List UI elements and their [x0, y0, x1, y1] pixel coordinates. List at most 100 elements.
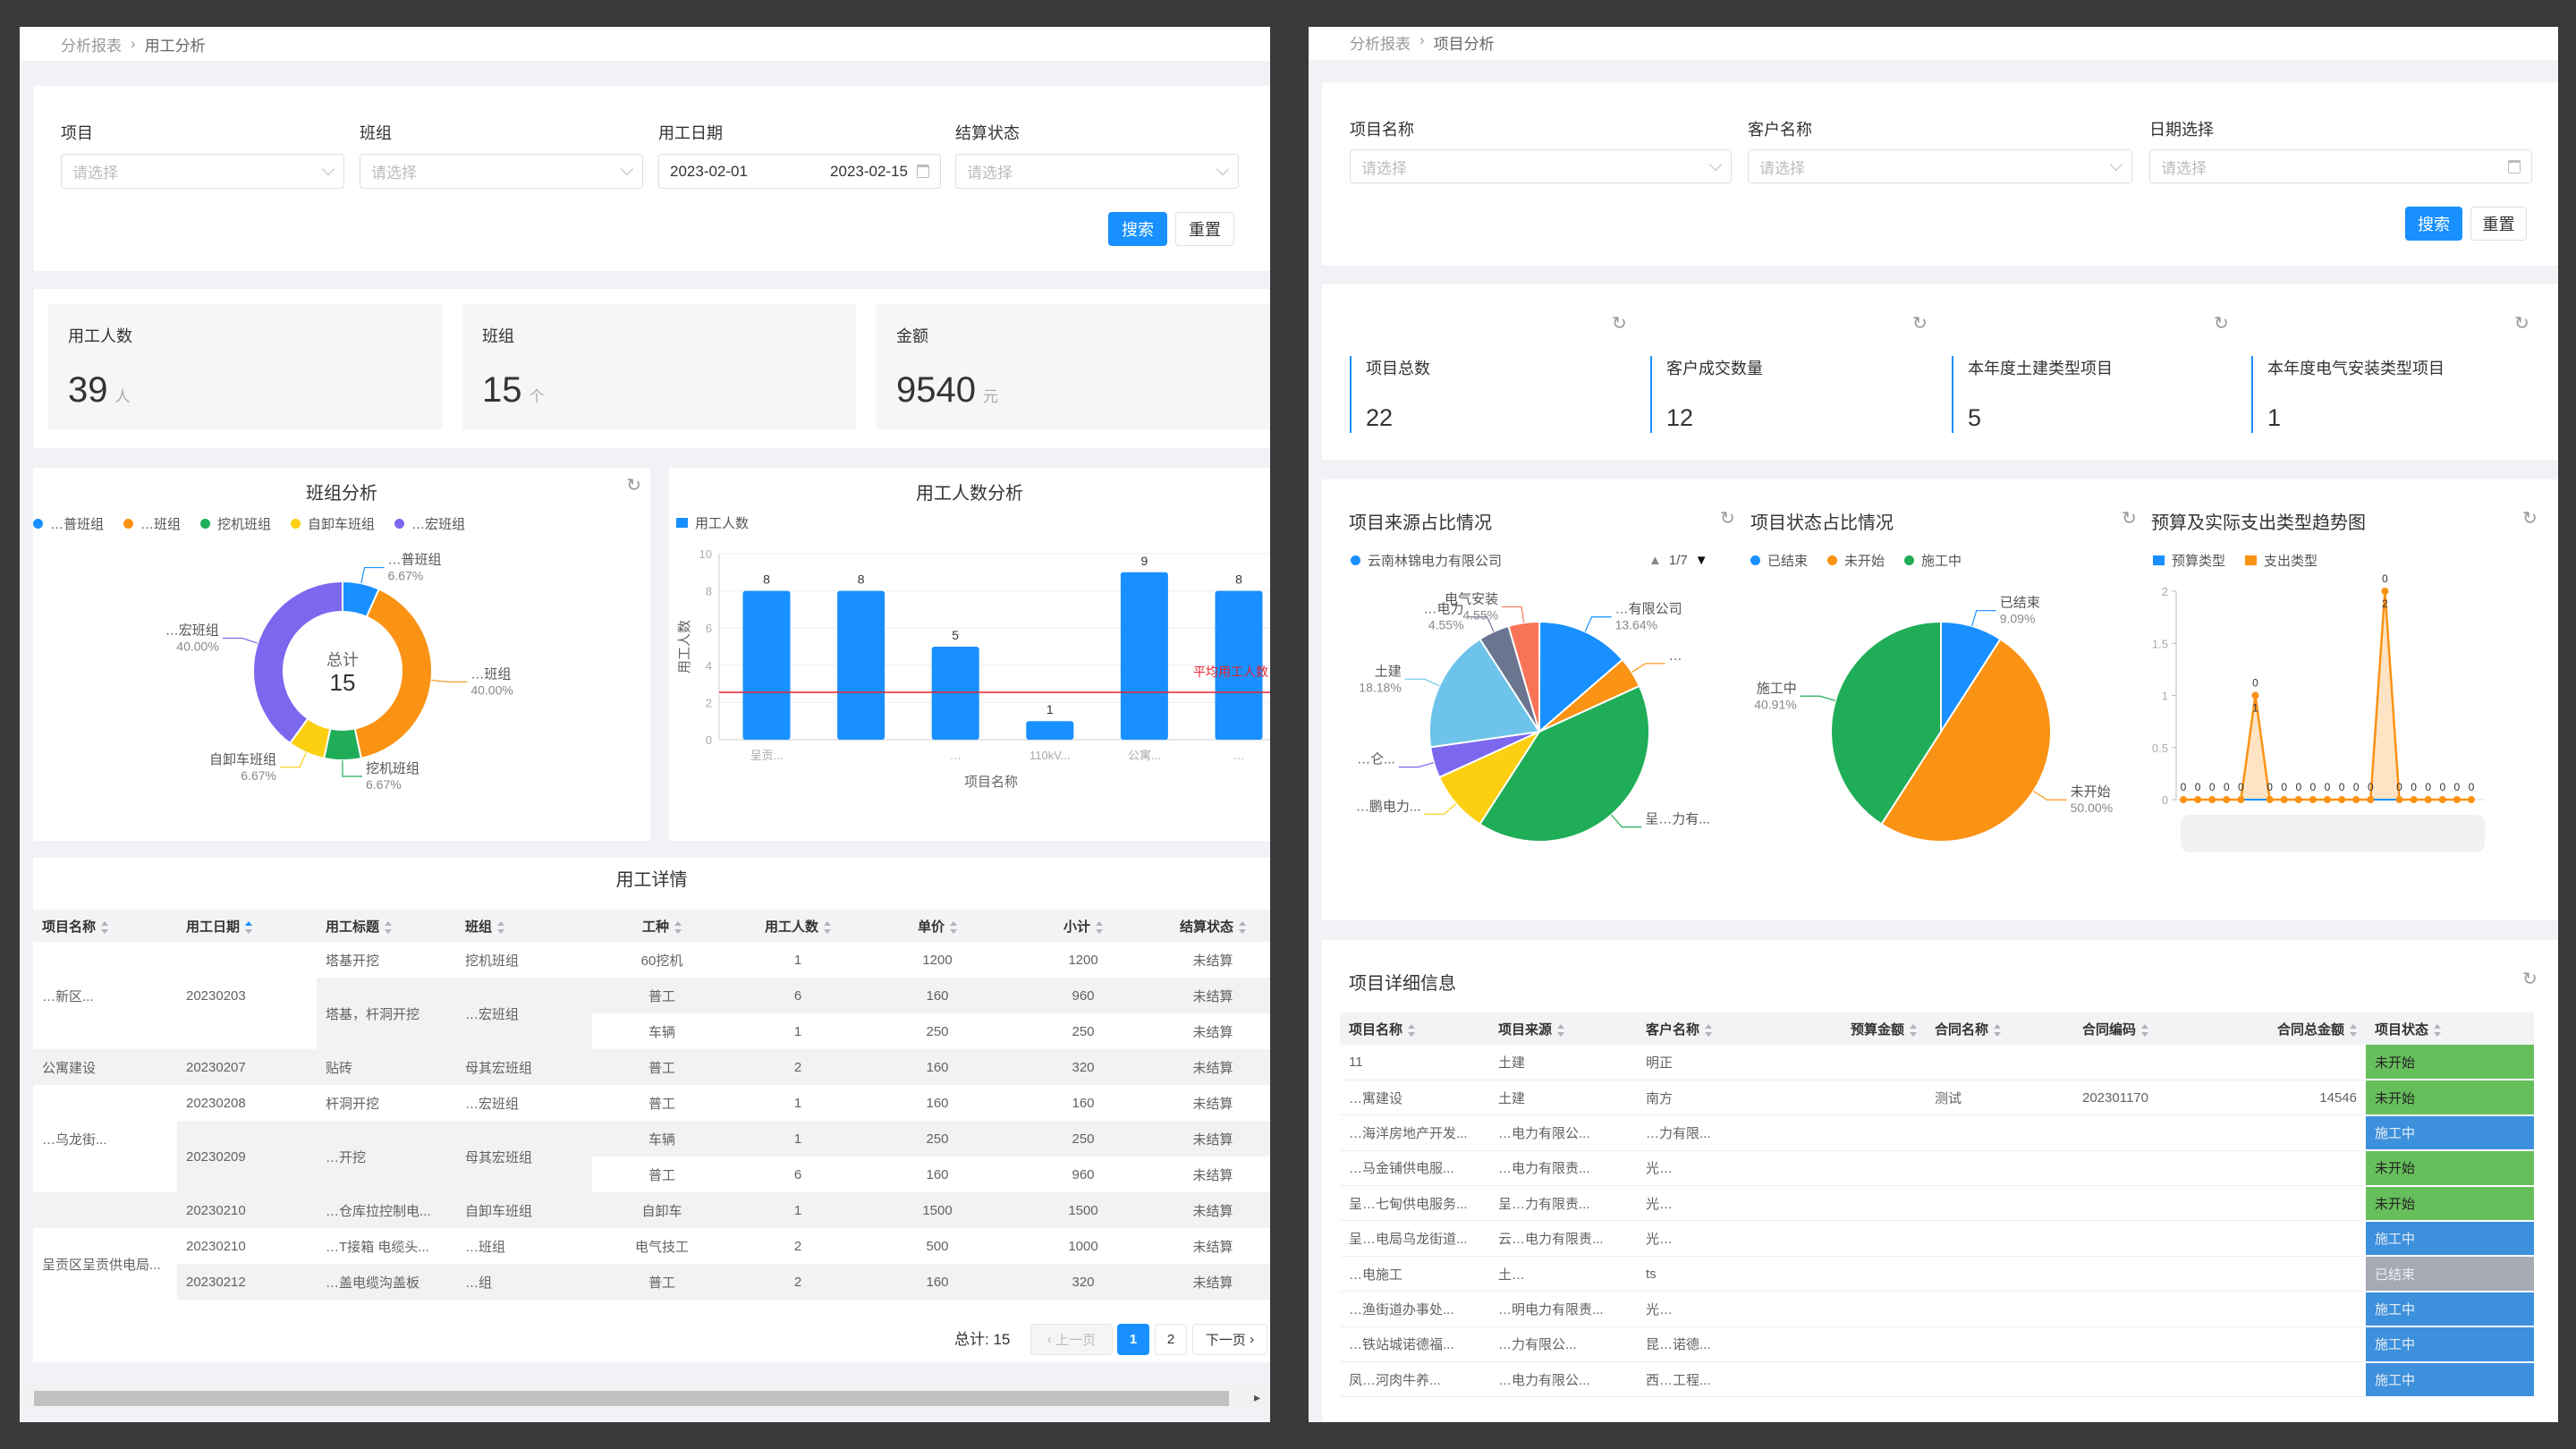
- sort-icon[interactable]: [2141, 1023, 2149, 1038]
- refresh-icon[interactable]: ↻: [1612, 314, 1627, 334]
- sort-icon[interactable]: [824, 920, 831, 935]
- project-stats-card: [1322, 284, 2558, 460]
- column-header[interactable]: 项目名称: [33, 910, 177, 942]
- legend-item[interactable]: …班组: [123, 514, 181, 533]
- table-cell: 202301170: [2073, 1080, 2223, 1116]
- sort-icon[interactable]: [674, 920, 682, 935]
- sort-icon[interactable]: [1557, 1023, 1565, 1038]
- column-header[interactable]: 工种: [592, 910, 732, 942]
- status-badge: 未开始: [2366, 1045, 2534, 1081]
- legend-item[interactable]: …普班组: [33, 514, 104, 533]
- reset-button[interactable]: 重置: [1175, 212, 1234, 246]
- legend-item[interactable]: 挖机班组: [200, 514, 271, 533]
- legend-swatch: [2245, 555, 2258, 565]
- settlement-status-select[interactable]: 请选择: [955, 154, 1239, 189]
- sort-icon[interactable]: [1239, 920, 1246, 935]
- column-header[interactable]: 合同总金额: [2223, 1013, 2366, 1045]
- refresh-icon[interactable]: ↻: [2122, 509, 2137, 529]
- sort-icon[interactable]: [1994, 1023, 2002, 1038]
- legend-next-icon[interactable]: ▼: [1694, 553, 1708, 568]
- column-header[interactable]: 小计: [1011, 910, 1156, 942]
- column-header[interactable]: 客户名称: [1637, 1013, 1783, 1045]
- table-cell: 250: [864, 1013, 1011, 1049]
- refresh-icon[interactable]: ↻: [2214, 314, 2229, 334]
- y-tick-label: 1: [2162, 690, 2168, 703]
- refresh-icon[interactable]: ↻: [2522, 509, 2538, 529]
- sort-icon[interactable]: [1408, 1023, 1416, 1038]
- sort-icon[interactable]: [245, 920, 253, 935]
- column-header[interactable]: 预算金额: [1783, 1013, 1926, 1045]
- date-range-picker[interactable]: 2023-02-01 2023-02-15: [658, 154, 941, 189]
- column-header[interactable]: 项目名称: [1340, 1013, 1489, 1045]
- column-header[interactable]: 结算状态: [1156, 910, 1270, 942]
- y-tick-label: 0: [706, 733, 712, 747]
- legend-label: 挖机班组: [217, 517, 272, 532]
- legend-item[interactable]: 预算类型: [2153, 551, 2225, 570]
- legend-item[interactable]: 未开始: [1827, 551, 1885, 570]
- scrollbar-thumb[interactable]: [34, 1391, 1229, 1406]
- table-cell: 测试: [1926, 1080, 2073, 1116]
- column-header[interactable]: 项目状态: [2366, 1013, 2534, 1045]
- legend-item[interactable]: 支出类型: [2245, 551, 2318, 570]
- date-end-input[interactable]: 2023-02-15: [830, 162, 908, 180]
- legend-item[interactable]: 已结束: [1750, 551, 1808, 570]
- next-page-button[interactable]: 下一页 ›: [1192, 1324, 1267, 1355]
- table-cell: 自卸车班组: [456, 1192, 592, 1228]
- table-cell: 光…: [1637, 1150, 1783, 1187]
- page-1-button[interactable]: 1: [1117, 1324, 1149, 1355]
- column-header[interactable]: 合同编码: [2073, 1013, 2223, 1045]
- horizontal-scrollbar[interactable]: ▸: [20, 1386, 1270, 1410]
- sort-icon[interactable]: [497, 920, 505, 935]
- refresh-icon[interactable]: ↻: [626, 476, 641, 496]
- project-select[interactable]: 请选择: [61, 154, 344, 189]
- legend-item[interactable]: 自卸车班组: [291, 514, 375, 533]
- column-header[interactable]: 用工日期: [177, 910, 317, 942]
- sort-icon[interactable]: [1705, 1023, 1713, 1038]
- reset-button[interactable]: 重置: [2470, 207, 2527, 241]
- column-header[interactable]: 班组: [456, 910, 592, 942]
- column-header[interactable]: 项目来源: [1489, 1013, 1637, 1045]
- table-row: 凤…河肉牛养... …电力有限公... 西…工程... 施工中: [1340, 1361, 2534, 1398]
- sort-icon[interactable]: [1096, 920, 1103, 935]
- table-cell: 车辆: [592, 1121, 732, 1157]
- table-cell: 土建: [1489, 1080, 1637, 1116]
- breadcrumb-parent[interactable]: 分析报表: [1350, 36, 1411, 53]
- sort-icon[interactable]: [2434, 1023, 2442, 1038]
- sort-icon[interactable]: [950, 920, 957, 935]
- column-header[interactable]: 用工标题: [317, 910, 456, 942]
- date-picker[interactable]: 请选择: [2149, 149, 2532, 183]
- legend-item[interactable]: 云南林锦电力有限公司: [1351, 551, 1502, 570]
- refresh-icon[interactable]: ↻: [1912, 314, 1928, 334]
- sort-icon[interactable]: [2350, 1023, 2357, 1038]
- table-row: …马金铺供电服... …电力有限责... 光… 未开始: [1340, 1150, 2534, 1187]
- refresh-icon[interactable]: ↻: [2514, 314, 2529, 334]
- project-name-select[interactable]: 请选择: [1350, 149, 1732, 183]
- column-header[interactable]: 单价: [864, 910, 1011, 942]
- table-cell: 塔基，杆洞开挖: [317, 978, 456, 1049]
- scroll-right-icon[interactable]: ▸: [1254, 1390, 1261, 1404]
- prev-page-button[interactable]: ‹ 上一页: [1030, 1324, 1113, 1355]
- refresh-icon[interactable]: ↻: [2522, 970, 2538, 989]
- sort-icon[interactable]: [1910, 1023, 1917, 1038]
- table-row: 11 土建 明正 未开始: [1340, 1045, 2534, 1081]
- label-line: [1800, 695, 1836, 701]
- scroll-left-icon[interactable]: [25, 1391, 30, 1400]
- date-start-input[interactable]: 2023-02-01: [670, 162, 748, 180]
- refresh-icon[interactable]: ↻: [1720, 509, 1735, 529]
- client-name-select[interactable]: 请选择: [1748, 149, 2132, 183]
- breadcrumb-parent[interactable]: 分析报表: [61, 37, 122, 55]
- column-header[interactable]: 合同名称: [1926, 1013, 2073, 1045]
- search-button[interactable]: 搜索: [2405, 207, 2462, 241]
- search-button[interactable]: 搜索: [1108, 212, 1167, 246]
- sort-icon[interactable]: [385, 920, 393, 935]
- page-2-button[interactable]: 2: [1155, 1324, 1187, 1355]
- legend-item[interactable]: …宏班组: [394, 514, 465, 533]
- team-select[interactable]: 请选择: [360, 154, 643, 189]
- column-header[interactable]: 用工人数: [732, 910, 864, 942]
- sort-icon[interactable]: [101, 920, 109, 935]
- slice-label: 未开始: [2071, 784, 2111, 800]
- legend-item[interactable]: 用工人数: [676, 513, 749, 532]
- legend-prev-icon[interactable]: ▲: [1648, 553, 1662, 568]
- breadcrumb-separator-icon: ›: [131, 35, 136, 52]
- legend-item[interactable]: 施工中: [1904, 551, 1962, 570]
